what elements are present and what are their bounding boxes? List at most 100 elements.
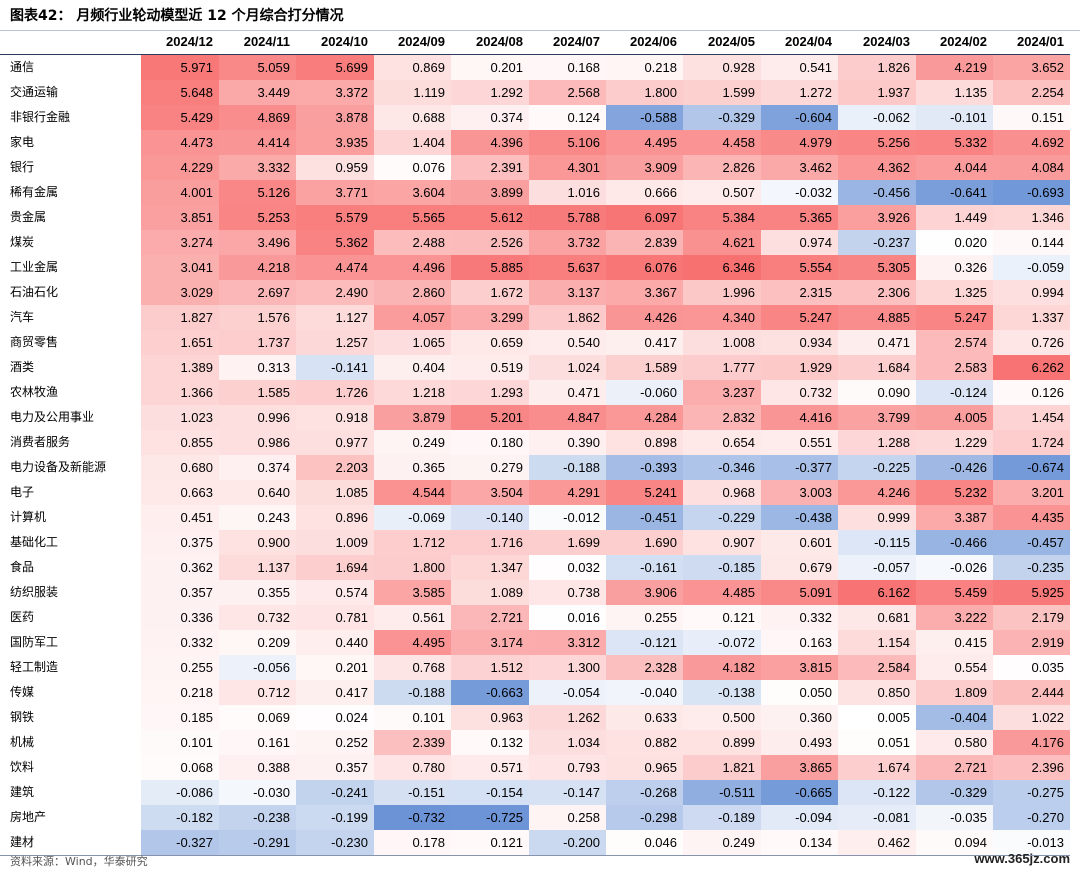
heat-cell: 0.850 <box>838 680 916 705</box>
row-label: 酒类 <box>10 360 35 374</box>
corner-cell <box>0 30 141 55</box>
heat-cell: -0.189 <box>683 805 761 830</box>
heat-cell: 0.255 <box>141 655 219 680</box>
heat-cell: -0.060 <box>606 380 683 405</box>
heat-cell: 0.999 <box>838 505 916 530</box>
heat-cell: 4.495 <box>606 130 683 155</box>
heat-cell: 4.362 <box>838 155 916 180</box>
heat-cell: 5.305 <box>838 255 916 280</box>
heat-cell: -0.235 <box>993 555 1070 580</box>
heat-cell: 1.137 <box>219 555 296 580</box>
heat-cell: 5.247 <box>916 305 993 330</box>
heat-cell: 1.085 <box>296 480 374 505</box>
heat-cell: 1.135 <box>916 80 993 105</box>
heat-cell: -0.032 <box>761 180 838 205</box>
heat-cell: 6.162 <box>838 580 916 605</box>
row-label: 贵金属 <box>10 210 47 224</box>
heat-cell: -0.086 <box>141 780 219 805</box>
heat-cell: 1.034 <box>529 730 606 755</box>
heat-cell: -0.154 <box>451 780 529 805</box>
heat-cell: 2.568 <box>529 80 606 105</box>
heat-cell: 5.106 <box>529 130 606 155</box>
heat-cell: 5.232 <box>916 480 993 505</box>
heat-cell: 0.360 <box>761 705 838 730</box>
heat-cell: -0.663 <box>451 680 529 705</box>
heat-cell: 1.404 <box>374 130 451 155</box>
heat-cell: 0.732 <box>219 605 296 630</box>
table-row: 饮料 0.068 0.388 0.357 0.780 0.571 0.793 0.965 1.8… <box>0 755 1070 780</box>
heat-cell: 0.462 <box>838 830 916 856</box>
heat-cell: 0.046 <box>606 830 683 856</box>
heat-cell: 0.132 <box>451 730 529 755</box>
heat-cell: 2.526 <box>451 230 529 255</box>
heat-cell: -0.059 <box>993 255 1070 280</box>
heat-cell: 3.237 <box>683 380 761 405</box>
table-row: 农林牧渔 1.366 1.585 1.726 1.218 1.293 0.471 -0.060… <box>0 380 1070 405</box>
heat-cell: -0.329 <box>683 105 761 130</box>
heat-cell: 0.279 <box>451 455 529 480</box>
heat-cell: 1.022 <box>993 705 1070 730</box>
heat-cell: 4.084 <box>993 155 1070 180</box>
heat-cell: 0.178 <box>374 830 451 856</box>
heat-cell: -0.732 <box>374 805 451 830</box>
row-label: 纺织服装 <box>10 585 59 599</box>
source-note: 资料来源：Wind，华泰研究 <box>10 855 148 868</box>
heat-cell: -0.151 <box>374 780 451 805</box>
heat-cell: -0.026 <box>916 555 993 580</box>
heat-cell: 0.601 <box>761 530 838 555</box>
heat-cell: -0.641 <box>916 180 993 205</box>
heat-cell: 1.716 <box>451 530 529 555</box>
heat-cell: 0.688 <box>374 105 451 130</box>
heat-cell: 3.372 <box>296 80 374 105</box>
heat-cell: 5.256 <box>838 130 916 155</box>
row-label: 工业金属 <box>10 260 59 274</box>
table-row: 电力设备及新能源 0.680 0.374 2.203 0.365 0.279 -0.188-… <box>0 455 1070 480</box>
column-header: 2024/03 <box>863 34 910 49</box>
heat-cell: 5.362 <box>296 230 374 255</box>
heat-cell: 5.925 <box>993 580 1070 605</box>
heat-cell: 1.862 <box>529 305 606 330</box>
heat-cell: -0.393 <box>606 455 683 480</box>
heat-cell: 3.274 <box>141 230 219 255</box>
table-row: 煤炭 3.274 3.496 5.362 2.488 2.526 3.732 2.839 4.6… <box>0 230 1070 255</box>
heat-cell: -0.346 <box>683 455 761 480</box>
row-label: 房地产 <box>10 810 47 824</box>
heat-cell: 1.826 <box>838 54 916 80</box>
heat-cell: 0.666 <box>606 180 683 205</box>
heat-cell: -0.185 <box>683 555 761 580</box>
heat-cell: 6.262 <box>993 355 1070 380</box>
heat-cell: 0.493 <box>761 730 838 755</box>
heat-cell: 0.633 <box>606 705 683 730</box>
heat-cell: 0.918 <box>296 405 374 430</box>
heat-cell: 0.121 <box>683 605 761 630</box>
heat-cell: -0.604 <box>761 105 838 130</box>
heat-cell: 0.090 <box>838 380 916 405</box>
table-row: 传媒 0.218 0.712 0.417 -0.188 -0.663 -0.054 -0.04… <box>0 680 1070 705</box>
heat-cell: -0.069 <box>374 505 451 530</box>
column-header: 2024/11 <box>243 34 290 49</box>
heat-cell: 4.485 <box>683 580 761 605</box>
heat-cell: 0.249 <box>683 830 761 856</box>
heat-cell: 0.124 <box>529 105 606 130</box>
heat-cell: -0.081 <box>838 805 916 830</box>
table-row: 电子 0.663 0.640 1.085 4.544 3.504 4.291 5.241 0.9… <box>0 480 1070 505</box>
heat-cell: 3.604 <box>374 180 451 205</box>
heat-cell: 4.001 <box>141 180 219 205</box>
heat-cell: 0.882 <box>606 730 683 755</box>
heat-cell: 1.589 <box>606 355 683 380</box>
heat-cell: 1.257 <box>296 330 374 355</box>
row-label: 轻工制造 <box>10 660 59 674</box>
heat-cell: 0.899 <box>683 730 761 755</box>
heat-cell: 3.504 <box>451 480 529 505</box>
heat-cell: 0.390 <box>529 430 606 455</box>
heat-cell: 1.996 <box>683 280 761 305</box>
heat-cell: 3.137 <box>529 280 606 305</box>
heat-cell: 2.919 <box>993 630 1070 655</box>
heat-cell: -0.438 <box>761 505 838 530</box>
heat-cell: 0.050 <box>761 680 838 705</box>
heat-cell: 0.680 <box>141 455 219 480</box>
heat-cell: 1.699 <box>529 530 606 555</box>
heat-cell: 0.068 <box>141 755 219 780</box>
table-row: 通信 5.971 5.059 5.699 0.869 0.201 0.168 0.218 0.9… <box>0 54 1070 80</box>
row-label: 基础化工 <box>10 535 59 549</box>
